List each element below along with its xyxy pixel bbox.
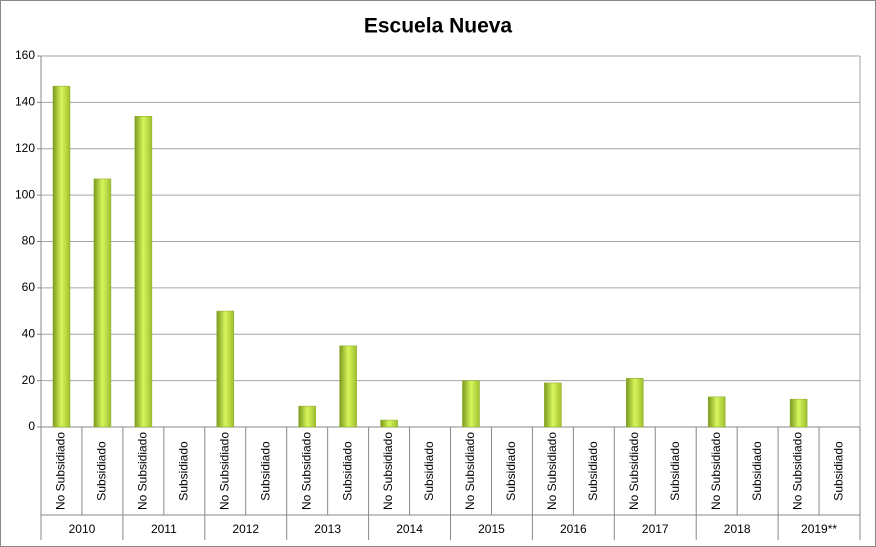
x-tick-label: Subsidiado — [95, 441, 109, 501]
y-tick-label: 100 — [15, 187, 35, 201]
x-tick-label: No Subsidiado — [709, 432, 723, 510]
group-label: 2011 — [151, 522, 177, 536]
bar — [216, 310, 235, 428]
chart-title: Escuela Nueva — [364, 15, 513, 38]
y-tick-label: 140 — [15, 95, 35, 109]
bar — [380, 419, 398, 428]
bar — [134, 116, 153, 428]
group-label: 2019** — [801, 522, 837, 536]
bar — [626, 378, 644, 428]
y-tick-label: 0 — [28, 419, 35, 433]
bar — [707, 396, 726, 428]
group-label: 2017 — [642, 522, 669, 536]
x-tick-label: Subsidiado — [258, 441, 272, 501]
bar — [93, 178, 112, 428]
x-tick-label: No Subsidiado — [791, 432, 805, 510]
y-tick-label: 20 — [22, 373, 36, 387]
x-tick-label: Subsidiado — [176, 441, 190, 501]
group-label: 2013 — [314, 522, 341, 536]
x-tick-label: No Subsidiado — [299, 432, 313, 510]
group-label: 2014 — [396, 522, 423, 536]
bar — [462, 380, 480, 428]
x-tick-label: Subsidiado — [340, 441, 354, 501]
x-tick-label: No Subsidiado — [545, 432, 559, 510]
x-tick-label: No Subsidiado — [381, 432, 395, 510]
bar — [298, 405, 316, 428]
x-tick-label: Subsidiado — [422, 441, 436, 501]
y-tick-label: 80 — [22, 234, 36, 248]
x-tick-label: Subsidiado — [668, 441, 682, 501]
group-label: 2018 — [724, 522, 751, 536]
x-tick-label: Subsidiado — [504, 441, 518, 501]
bar — [789, 398, 808, 428]
y-tick-label: 160 — [15, 48, 35, 62]
y-tick-label: 40 — [22, 326, 36, 340]
x-tick-label: No Subsidiado — [627, 432, 641, 510]
x-tick-label: Subsidiado — [750, 441, 764, 501]
bar — [544, 382, 562, 428]
x-tick-label: No Subsidiado — [217, 432, 231, 510]
y-tick-label: 120 — [15, 141, 35, 155]
x-tick-label: No Subsidiado — [463, 432, 477, 510]
group-label: 2015 — [478, 522, 505, 536]
x-tick-label: No Subsidiado — [136, 432, 150, 510]
bar — [339, 345, 357, 428]
x-tick-label: No Subsidiado — [54, 432, 68, 510]
group-label: 2010 — [69, 522, 96, 536]
bar — [52, 85, 71, 428]
group-label: 2012 — [232, 522, 259, 536]
y-tick-label: 60 — [22, 280, 36, 294]
group-label: 2016 — [560, 522, 587, 536]
x-tick-label: Subsidiado — [586, 441, 600, 501]
x-tick-label: Subsidiado — [832, 441, 846, 501]
